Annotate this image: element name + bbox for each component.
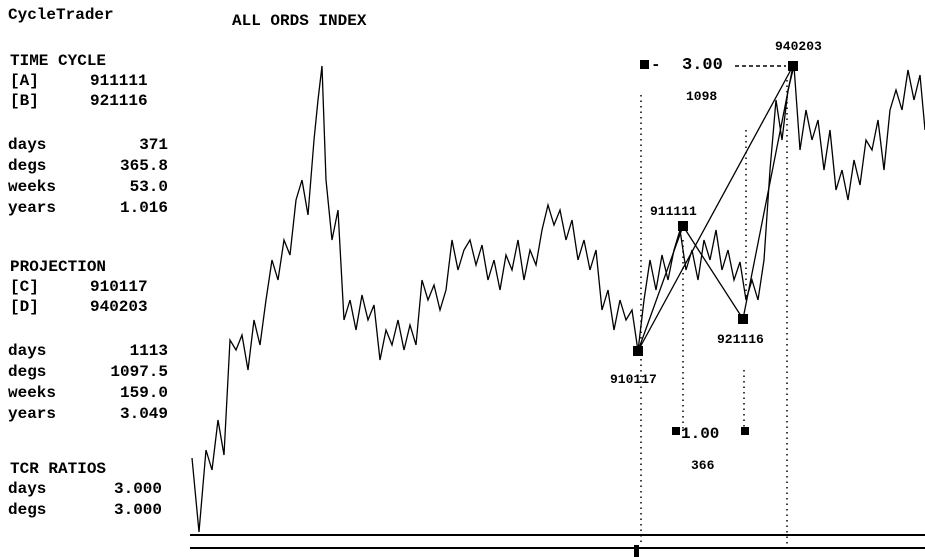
row-value: 940203 xyxy=(90,298,148,316)
point-label: 940203 xyxy=(775,39,822,54)
baselines xyxy=(190,534,925,549)
dash: - xyxy=(651,56,661,74)
stat-value: 1097.5 xyxy=(110,363,168,381)
stat-label: years xyxy=(8,405,57,423)
row-label: [A] xyxy=(10,72,39,90)
ratio-big: 3.00 xyxy=(682,56,723,75)
row-value: 911111 xyxy=(90,72,148,90)
stat-value: 159.0 xyxy=(119,384,168,402)
stat-value: 53.0 xyxy=(129,178,168,196)
stat-label: years xyxy=(8,199,57,217)
row-label: [D] xyxy=(10,298,39,316)
stat-value: 371 xyxy=(139,136,168,154)
app-title: CycleTrader xyxy=(8,6,114,24)
row-value: 910117 xyxy=(90,278,148,296)
stat-label: weeks xyxy=(8,178,57,196)
point-label: 911111 xyxy=(650,204,697,219)
row-label: [B] xyxy=(10,92,39,110)
stat-value: 3.049 xyxy=(119,405,168,423)
stat-label: days xyxy=(8,480,47,498)
ratio-small: 1.00 xyxy=(681,425,719,443)
stat-label: degs xyxy=(8,501,47,519)
row-value: 921116 xyxy=(90,92,148,110)
stat-label: weeks xyxy=(8,384,57,402)
ratio-small-note: 366 xyxy=(691,458,715,473)
stat-value: 365.8 xyxy=(119,157,168,175)
point-label: 921116 xyxy=(717,332,764,347)
point-label: 910117 xyxy=(610,372,657,387)
chart-title: ALL ORDS INDEX xyxy=(232,12,367,30)
stat-label: degs xyxy=(8,363,47,381)
ratio-big-note: 1098 xyxy=(686,89,717,104)
stat-value: 1.016 xyxy=(119,199,168,217)
stat-label: days xyxy=(8,342,47,360)
section-title: TIME CYCLE xyxy=(10,52,107,70)
stat-value: 3.000 xyxy=(113,501,162,519)
row-label: [C] xyxy=(10,278,39,296)
price-line xyxy=(191,65,925,533)
section-title: PROJECTION xyxy=(10,258,107,276)
cursor xyxy=(634,545,639,557)
stat-value: 3.000 xyxy=(113,480,162,498)
stat-label: days xyxy=(8,136,47,154)
dotted-guides xyxy=(640,80,788,545)
point-markers xyxy=(633,60,798,435)
section-title: TCR RATIOS xyxy=(10,460,107,478)
stat-value: 1113 xyxy=(129,342,168,360)
cycle-lines xyxy=(637,65,794,352)
stat-label: degs xyxy=(8,157,47,175)
